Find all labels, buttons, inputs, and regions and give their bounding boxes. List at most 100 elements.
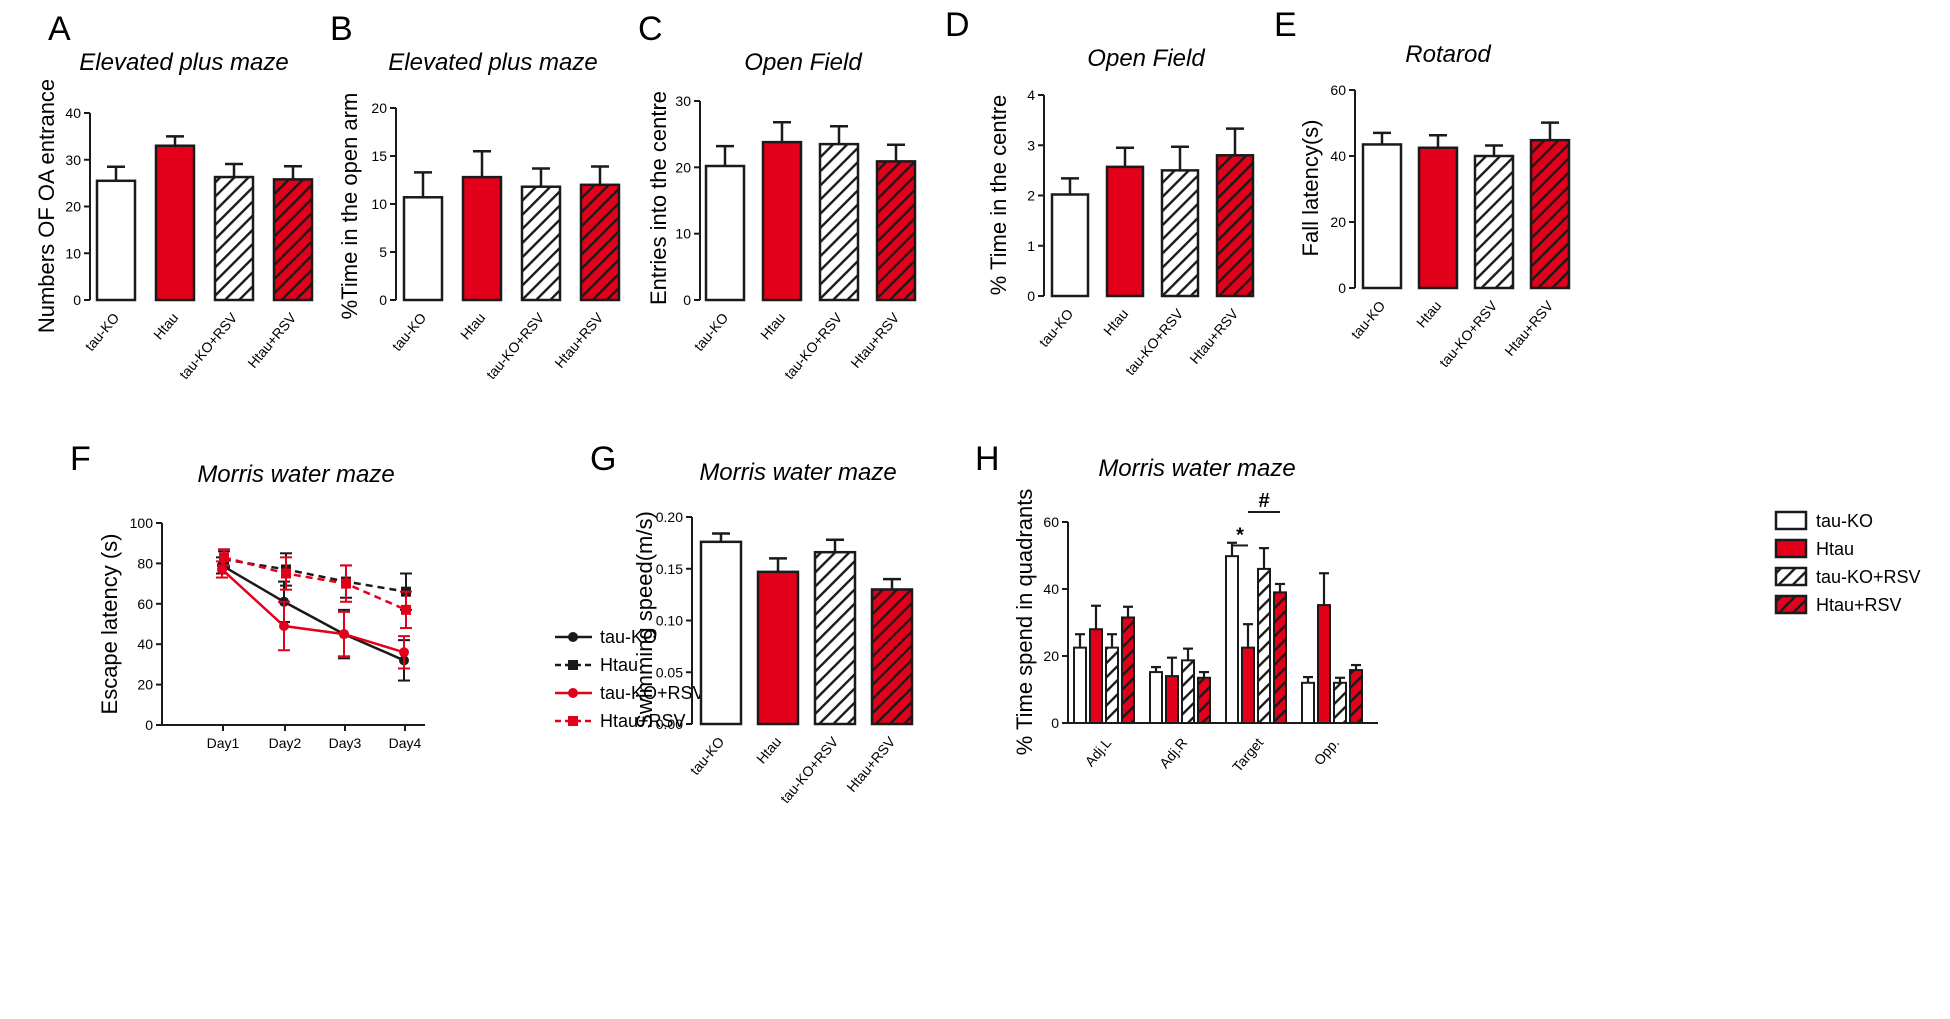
y-tick-label-A: 30	[65, 152, 81, 168]
bar-H-adj-r-htau-rsv	[1197, 676, 1211, 725]
y-tick-label-B: 20	[371, 100, 387, 116]
y-tick-label-D: 2	[1027, 188, 1035, 204]
y-tick-label-G: 0.05	[656, 664, 683, 680]
panel-label-E: E	[1274, 6, 1297, 44]
y-tick-label-E: 40	[1330, 148, 1346, 164]
bar-B-htau	[461, 175, 503, 302]
x-tick-label-B-htau: Htau	[457, 310, 488, 343]
bar-D-htau-rsv	[1215, 154, 1255, 298]
chart-title-B: Elevated plus maze	[388, 49, 597, 76]
y-tick-label-F: 80	[137, 555, 153, 571]
y-tick-label-A: 40	[65, 105, 81, 121]
legend-label-htau-rsv: Htau+RSV	[1816, 595, 1902, 615]
y-tick-label-B: 5	[379, 244, 387, 260]
y-tick-label-E: 20	[1330, 214, 1346, 230]
y-tick-label-G: 0.10	[656, 613, 683, 629]
y-axis-label-E: Fall latency(s)	[1298, 120, 1323, 257]
y-tick-label-H: 20	[1043, 648, 1059, 664]
x-tick-label-G-tau-ko-rsv: tau-KO+RSV	[777, 733, 842, 806]
x-tick-label-D-htau-rsv: Htau+RSV	[1186, 305, 1241, 367]
x-tick-label-G-htau-rsv: Htau+RSV	[843, 733, 898, 795]
x-tick-label-C-htau-rsv: Htau+RSV	[847, 309, 902, 371]
y-tick-label-G: 0.00	[656, 716, 683, 732]
series-line-F-tau-ko	[221, 564, 405, 662]
legend-swatch-htau	[1774, 538, 1808, 559]
chart-F: 0 20 40 60 80 100 Day1 Day2 Day3 Day4	[130, 515, 425, 751]
x-tick-label-A-tau-ko: tau-KO	[82, 310, 123, 354]
panel-label-G: G	[590, 440, 616, 478]
bar-C-tau-ko	[704, 164, 746, 302]
data-point-F-tau-ko-rsv-day4	[399, 647, 409, 658]
chart-G: 0.00 0.05 0.10 0.15 0.20 tau-KO Htautau-KO+RSV…	[656, 509, 914, 806]
y-tick-label-D: 4	[1027, 87, 1035, 103]
x-tick-label-D-tau-ko: tau-KO	[1036, 306, 1077, 350]
y-tick-label-G: 0.20	[656, 509, 683, 525]
bar-D-tau-ko	[1050, 193, 1090, 298]
data-point-F-htau-rsv-day4	[401, 604, 411, 615]
y-axis-label-G: Swimming speed(m/s)	[632, 511, 657, 729]
bar-H-opp-tau-ko-rsv	[1333, 681, 1347, 724]
chart-title-C: Open Field	[744, 49, 862, 76]
y-tick-label-F: 0	[145, 717, 153, 733]
series-line-F-htau-rsv	[223, 556, 407, 612]
panel-label-A: A	[48, 10, 71, 48]
legend-label-htau: Htau	[1816, 539, 1854, 559]
legend-F-label-tau-ko-rsv: tau-KO+RSV	[600, 683, 705, 703]
data-point-F-htau-rsv-day2	[281, 568, 291, 579]
legend-label-tau-ko-rsv: tau-KO+RSV	[1816, 567, 1921, 587]
x-tick-label-A-htau-rsv: Htau+RSV	[244, 309, 299, 371]
group-legend: tau-KO Htau tau-KO+RSV Htau+RSV	[1774, 510, 1921, 615]
y-tick-label-A: 20	[65, 199, 81, 215]
significance-label-hash: #	[1258, 490, 1269, 512]
legend-F-label-htau: Htau	[600, 655, 638, 675]
bar-B-tau-ko-rsv	[520, 185, 562, 302]
x-tick-label-G-tau-ko: tau-KO	[687, 734, 728, 778]
y-axis-label-A: Numbers OF OA entrance	[34, 79, 59, 333]
bar-A-tau-ko	[95, 179, 137, 302]
bar-H-adj-l-htau-rsv	[1121, 616, 1135, 724]
panel-label-F: F	[70, 440, 91, 478]
bar-B-htau-rsv	[579, 183, 621, 302]
chart-title-E: Rotarod	[1405, 41, 1491, 68]
data-point-F-tau-ko-rsv-day1	[217, 564, 227, 575]
bar-A-htau	[154, 144, 196, 302]
y-tick-label-B: 10	[371, 196, 387, 212]
x-tick-label-B-tau-ko: tau-KO	[389, 310, 430, 354]
y-tick-label-D: 3	[1027, 137, 1035, 153]
legend-F-marker-tau-ko	[568, 632, 578, 642]
bar-H-adj-l-tau-ko	[1073, 646, 1087, 724]
x-tick-label-H-opp: Opp.	[1311, 735, 1343, 769]
legend-swatch-tau-ko	[1774, 510, 1808, 531]
bar-H-target-tau-ko	[1225, 555, 1239, 724]
legend-F-marker-tau-ko-rsv	[568, 688, 578, 698]
x-tick-label-A-htau: Htau	[150, 310, 181, 343]
bar-G-tau-ko-rsv	[813, 550, 857, 726]
bar-E-htau	[1417, 146, 1459, 290]
x-tick-label-B-htau-rsv: Htau+RSV	[551, 309, 606, 371]
y-tick-label-F: 20	[137, 677, 153, 693]
significance-label-star: *	[1236, 524, 1244, 546]
x-tick-label-A-tau-ko-rsv: tau-KO+RSV	[176, 309, 241, 382]
y-tick-label-E: 0	[1338, 280, 1346, 296]
y-tick-label-H: 60	[1043, 514, 1059, 530]
y-tick-label-F: 40	[137, 636, 153, 652]
data-point-F-htau-rsv-day1	[219, 552, 229, 563]
bar-H-target-htau	[1241, 646, 1255, 724]
x-tick-label-B-tau-ko-rsv: tau-KO+RSV	[483, 309, 548, 382]
chart-title-D: Open Field	[1087, 45, 1205, 72]
x-tick-label-H-adj-r: Adj.R	[1156, 735, 1190, 772]
bar-H-adj-l-htau	[1089, 628, 1103, 725]
legend-swatch-htau-rsv	[1774, 594, 1808, 615]
legend-F-marker-htau-rsv	[568, 716, 578, 726]
bar-C-htau-rsv	[875, 160, 917, 302]
bar-G-htau	[756, 570, 800, 726]
y-tick-label-F: 100	[130, 515, 154, 531]
bar-H-opp-htau-rsv	[1349, 669, 1363, 725]
panel-label-C: C	[638, 10, 663, 48]
y-tick-label-F: 60	[137, 596, 153, 612]
